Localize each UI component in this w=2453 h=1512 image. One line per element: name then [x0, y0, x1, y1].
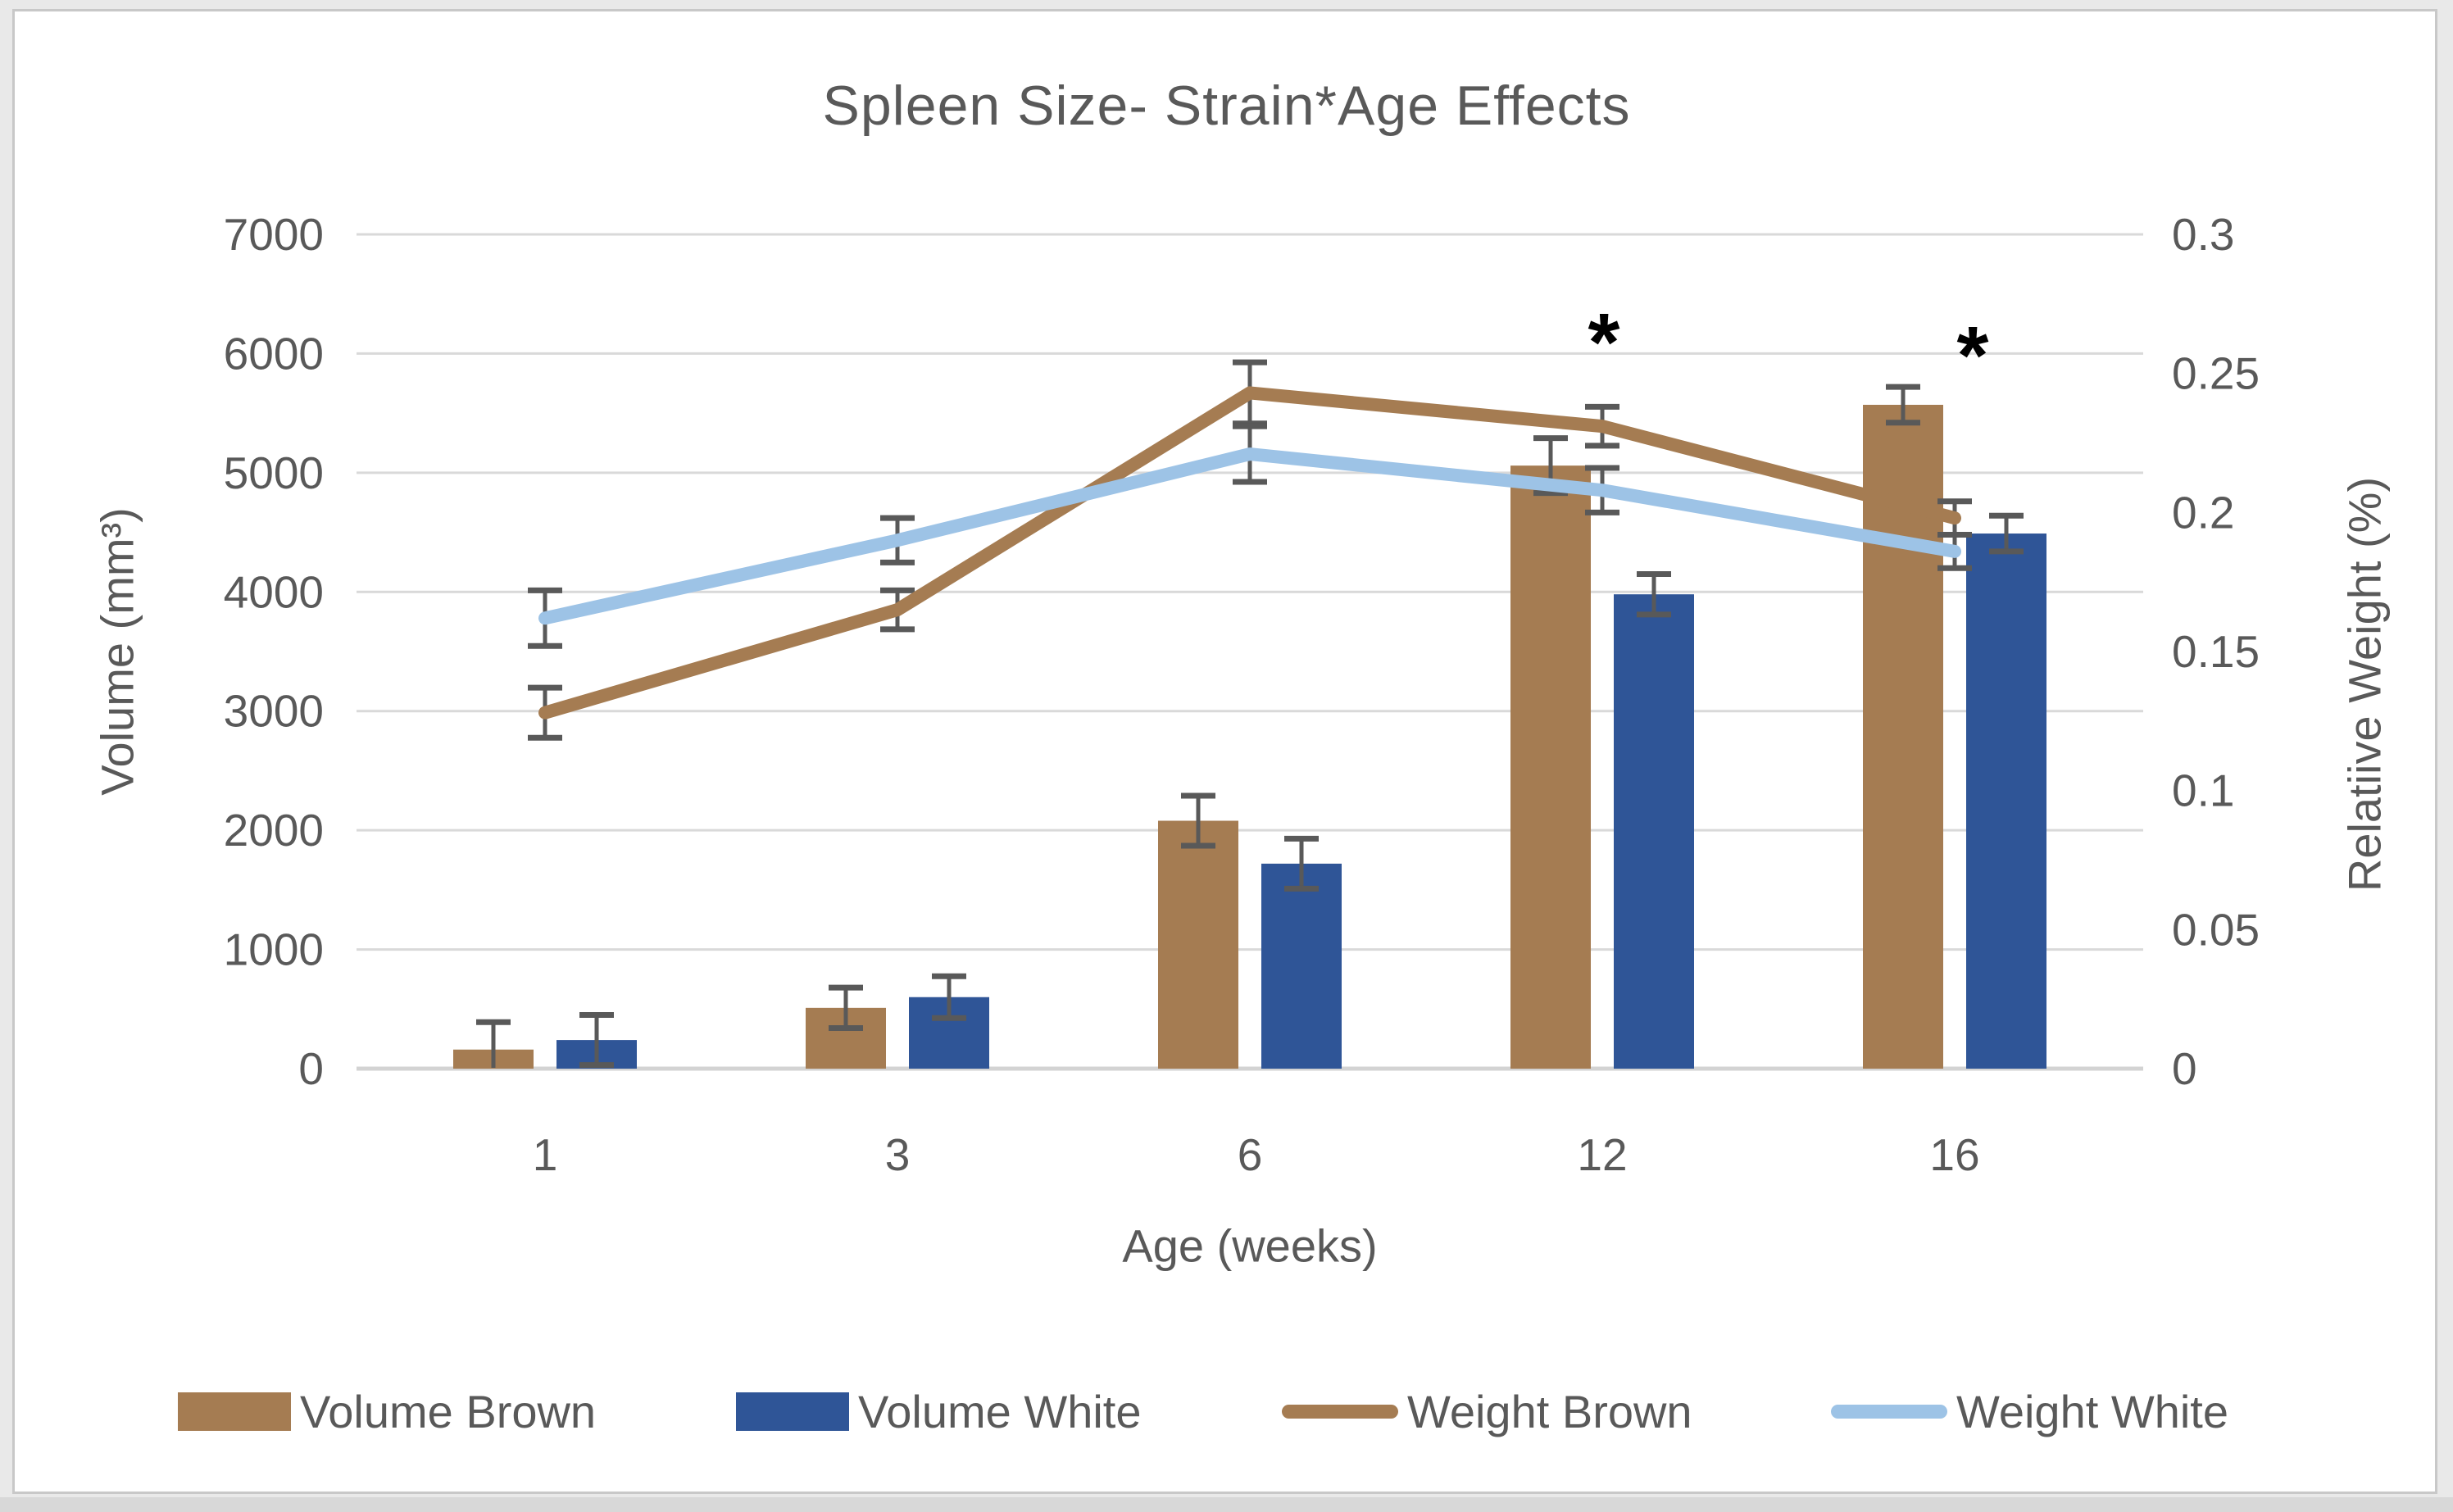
right-axis-tick-label: 0.15 — [2172, 626, 2260, 677]
left-axis-tick-label: 3000 — [224, 686, 324, 737]
bar-volume-white-wk16 — [1966, 534, 2046, 1069]
legend-item-volume-white: Volume White — [736, 1386, 1142, 1437]
category-label-12: 12 — [1577, 1129, 1627, 1180]
volume-brown-swatch — [178, 1392, 291, 1431]
weight-white-swatch — [1831, 1404, 1947, 1419]
significance-asterisk-wk12: * — [1588, 297, 1620, 388]
right-axis-tick-label: 0.25 — [2172, 348, 2260, 399]
legend-label: Volume White — [858, 1385, 1142, 1437]
line-weight-brown — [538, 386, 1961, 720]
category-label-16: 16 — [1929, 1129, 1979, 1180]
bar-volume-white-wk6 — [1261, 863, 1342, 1069]
left-axis-title: Volume (mm³) — [91, 507, 143, 796]
bar-volume-brown-wk12 — [1510, 465, 1591, 1069]
right-axis-tick-label: 0.2 — [2172, 487, 2234, 538]
right-axis-tick-label: 0 — [2172, 1043, 2197, 1094]
legend-item-weight-white: Weight White — [1831, 1386, 2228, 1437]
line-weight-white — [538, 447, 1961, 625]
significance-asterisk-wk16: * — [1957, 310, 1989, 402]
legend-label: Weight White — [1956, 1385, 2228, 1437]
left-axis-tick-label: 2000 — [224, 805, 324, 856]
right-axis-tick-label: 0.1 — [2172, 765, 2234, 816]
left-axis-tick-label: 5000 — [224, 447, 324, 498]
bar-volume-brown-wk6 — [1158, 820, 1238, 1069]
legend-label: Volume Brown — [300, 1385, 597, 1437]
category-label-3: 3 — [885, 1129, 911, 1180]
left-axis-tick-label: 4000 — [224, 566, 324, 617]
weight-brown-swatch — [1282, 1404, 1398, 1419]
left-axis-tick-label: 1000 — [224, 924, 324, 975]
volume-white-swatch — [736, 1392, 849, 1431]
left-axis-tick-label: 0 — [298, 1043, 324, 1094]
window-bottom-edge — [0, 1497, 2453, 1512]
left-axis-tick-label: 6000 — [224, 328, 324, 379]
right-axis-tick-label: 0.05 — [2172, 904, 2260, 955]
left-axis-tick-label: 7000 — [224, 209, 324, 260]
legend-label: Weight Brown — [1407, 1385, 1692, 1437]
category-label-6: 6 — [1238, 1129, 1263, 1180]
legend-item-volume-brown: Volume Brown — [178, 1386, 596, 1437]
right-axis-tick-label: 0.3 — [2172, 209, 2234, 260]
bar-volume-white-wk12 — [1614, 594, 1694, 1069]
x-axis-title: Age (weeks) — [1122, 1219, 1378, 1272]
category-label-1: 1 — [533, 1129, 558, 1180]
legend-item-weight-brown: Weight Brown — [1282, 1386, 1692, 1437]
chart-title: Spleen Size- Strain*Age Effects — [822, 75, 1631, 137]
right-axis-title: Relatiive Weight (%) — [2338, 476, 2391, 892]
